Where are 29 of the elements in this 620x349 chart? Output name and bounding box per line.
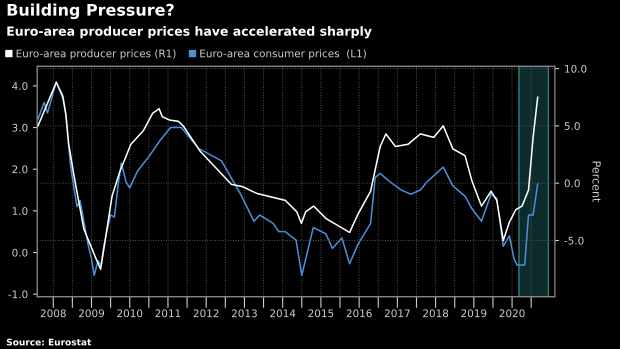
- x-tick-label: 2016: [346, 309, 372, 318]
- x-tick-label: 2020: [500, 309, 525, 318]
- x-tick-label: 2012: [194, 309, 218, 318]
- x-tick-label: 2010: [117, 309, 142, 318]
- x-tick-label: 2019: [461, 309, 486, 318]
- x-tick-label: 2017: [384, 309, 410, 318]
- source-note: Source: Eurostat: [6, 338, 92, 346]
- y-tick-label: 3.0: [12, 124, 28, 132]
- x-tick-label: 2011: [155, 309, 180, 318]
- x-tick-label: 2009: [79, 309, 104, 318]
- y2-tick-label: 10.0: [565, 64, 586, 73]
- x-tick-label: 2018: [423, 309, 448, 318]
- legend-label: Euro-area consumer prices (L1): [200, 49, 366, 60]
- chart-title: Building Pressure?: [8, 3, 174, 20]
- y-tick-label: 2.0: [12, 165, 28, 174]
- x-tick-label: 2014: [270, 309, 296, 318]
- x-tick-label: 2008: [40, 309, 66, 318]
- y2-tick-label: 0.0: [564, 179, 580, 188]
- legend-label: Euro-area producer prices (R1): [16, 49, 176, 60]
- y2-tick-label: -5.0: [564, 236, 584, 245]
- y2-tick-label: 5.0: [564, 122, 580, 130]
- y2-axis-title: Percent: [592, 162, 601, 202]
- chart-subtitle: Euro-area producer prices have accelerated sharply: [7, 26, 372, 38]
- y-tick-label: 1.0: [12, 207, 28, 215]
- x-tick-label: 2013: [232, 309, 257, 318]
- y-tick-label: -1.0: [8, 290, 28, 298]
- y-tick-label: 4.0: [12, 82, 28, 90]
- y-tick-label: 0.0: [12, 248, 28, 257]
- x-tick-label: 2015: [308, 309, 334, 318]
